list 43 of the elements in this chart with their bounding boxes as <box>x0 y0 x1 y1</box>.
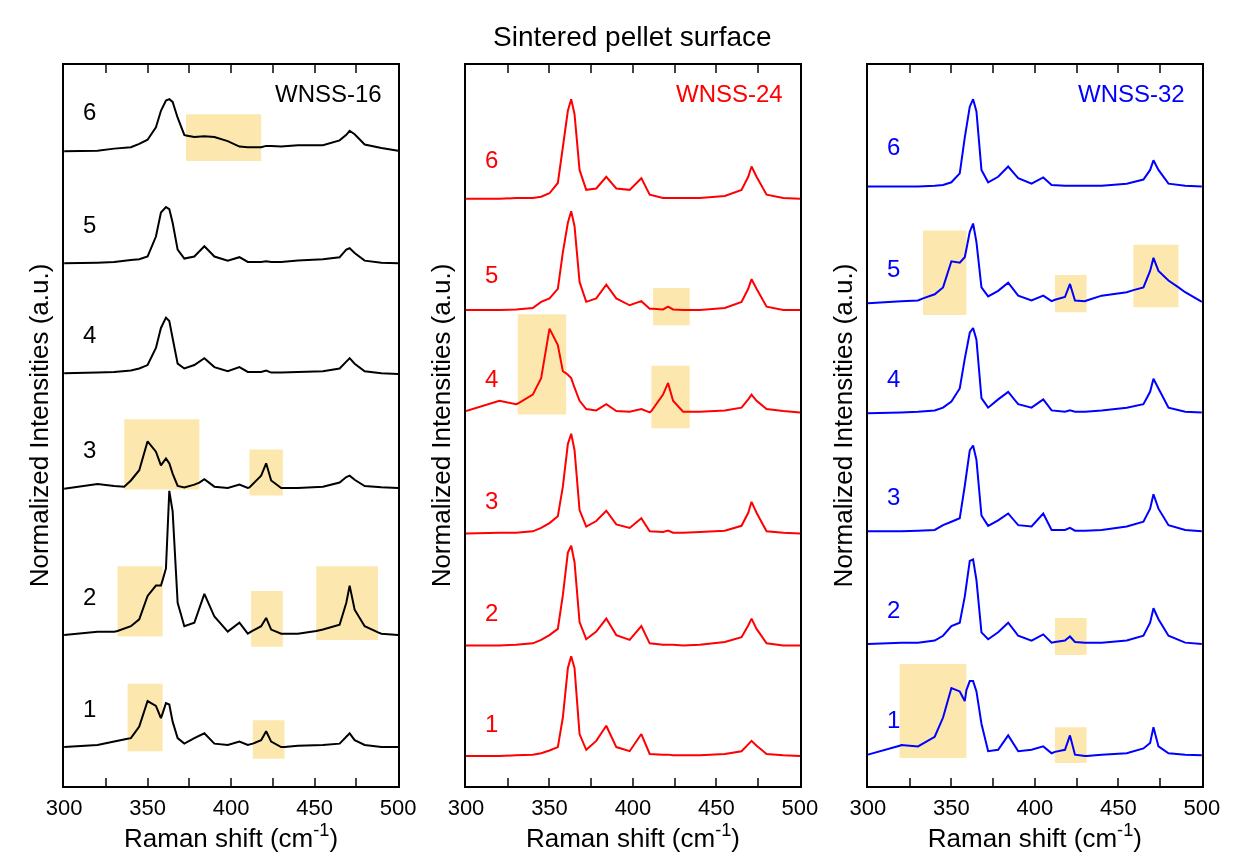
series-label: 5 <box>83 211 97 238</box>
series-label: 2 <box>887 596 901 623</box>
x-tick-label: 450 <box>1100 794 1137 820</box>
x-tick-label: 350 <box>933 794 970 820</box>
x-tick-label: 450 <box>698 794 735 820</box>
x-tick-label: 450 <box>296 794 333 820</box>
x-tick-label: 350 <box>531 794 568 820</box>
series-label: 4 <box>887 365 901 392</box>
annotation: WNSS-32 <box>1078 80 1185 107</box>
x-tick-label: 300 <box>849 794 887 820</box>
series-label: 6 <box>485 146 499 173</box>
series-label: 2 <box>485 599 499 626</box>
x-tick-label: 400 <box>212 794 250 820</box>
series-label: 3 <box>887 483 901 510</box>
chart-title: Sintered pellet surface <box>493 21 772 52</box>
series-label: 3 <box>83 436 97 463</box>
series-label: 5 <box>485 261 499 288</box>
series-label: 6 <box>83 98 97 125</box>
x-tick-label: 400 <box>1016 794 1054 820</box>
y-axis-title: Normalized Intensities (a.u.) <box>425 263 456 588</box>
x-tick-label: 500 <box>1183 794 1221 820</box>
x-axis-title: Raman shift (cm$^{-1}$) <box>525 819 741 853</box>
series-label: 4 <box>83 321 97 348</box>
x-tick-label: 300 <box>45 794 83 820</box>
series-label: 1 <box>887 706 901 733</box>
x-tick-label: 500 <box>379 794 417 820</box>
series-label: 1 <box>83 695 97 722</box>
y-axis-title: Normalized Intensities (a.u.) <box>827 263 858 588</box>
series-label: 4 <box>485 365 499 392</box>
x-axis-title: Raman shift (cm$^{-1}$) <box>927 819 1142 853</box>
series-label: 6 <box>887 133 901 160</box>
series-label: 2 <box>83 583 97 610</box>
x-tick-label: 300 <box>447 794 485 820</box>
series-label: 3 <box>485 487 499 514</box>
x-axis-title: Raman shift (cm$^{-1}$) <box>124 819 339 853</box>
annotation: WNSS-16 <box>275 80 382 107</box>
annotation: WNSS-24 <box>676 80 783 107</box>
x-tick-label: 400 <box>614 794 652 820</box>
x-tick-label: 500 <box>781 794 819 820</box>
y-axis-title: Normalized Intensities (a.u.) <box>23 263 54 588</box>
x-tick-label: 350 <box>129 794 166 820</box>
series-label: 5 <box>887 255 901 282</box>
series-label: 1 <box>485 710 499 737</box>
